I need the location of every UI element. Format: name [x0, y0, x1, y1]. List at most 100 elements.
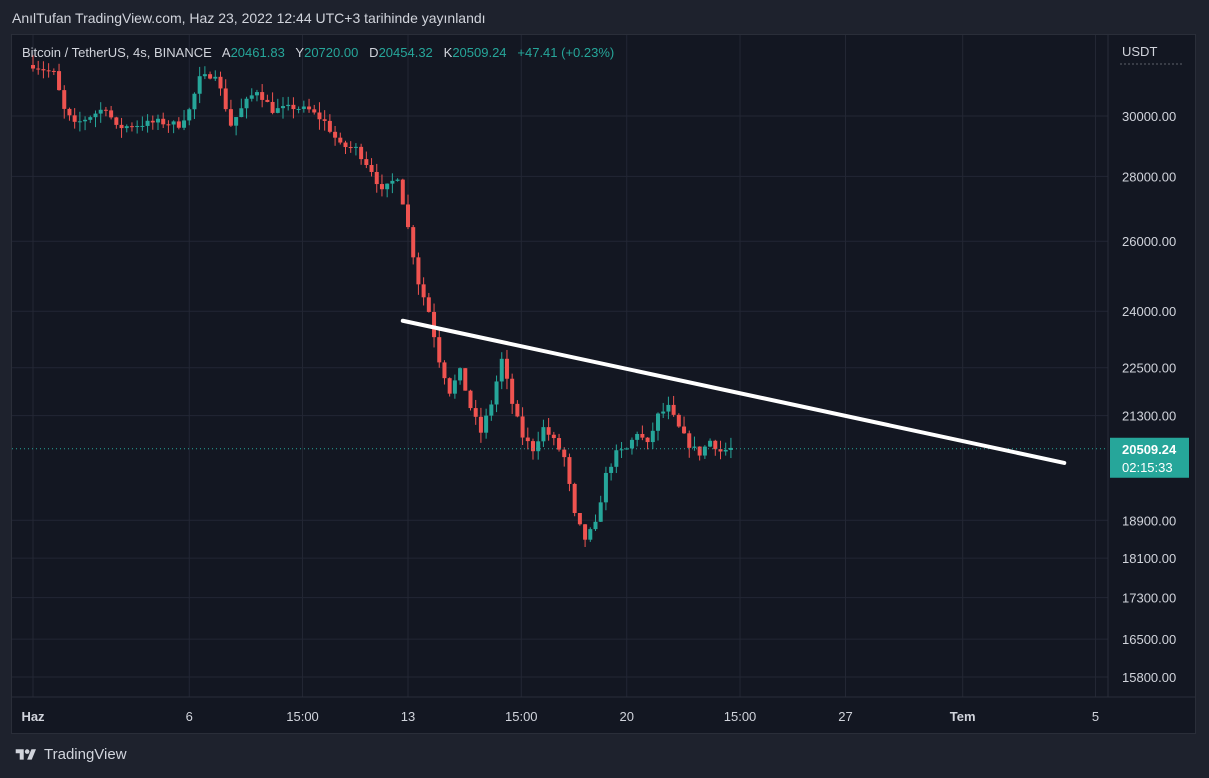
- candle-body: [109, 110, 114, 118]
- candle-body: [395, 179, 400, 181]
- candle-body: [645, 437, 650, 443]
- candle-body: [551, 434, 556, 439]
- candle-body: [400, 179, 405, 205]
- candle-body: [333, 131, 338, 138]
- time-tick-label: 6: [186, 709, 193, 724]
- price-tick-label: 24000.00: [1122, 304, 1176, 319]
- candle-body: [223, 88, 228, 110]
- candle-body: [687, 433, 692, 448]
- time-tick-label: 13: [401, 709, 415, 724]
- candle-body: [327, 120, 332, 132]
- candle-body: [572, 483, 577, 513]
- candle-body: [322, 119, 327, 121]
- candle-body: [468, 390, 473, 409]
- time-axis: Haz 6 15:00 13 15:00 20 15:00 27 Tem 5: [12, 696, 1195, 724]
- time-tick-label: 15:00: [505, 709, 538, 724]
- candle-body: [452, 380, 457, 394]
- candle-body: [291, 104, 296, 110]
- high-value: 20720.00: [304, 45, 359, 60]
- candle-body: [124, 126, 129, 129]
- candle-body: [603, 472, 608, 503]
- price-axis: 30000.00 28000.00 26000.00 24000.00 22500.00…: [1107, 35, 1189, 697]
- price-tick-label: 26000.00: [1122, 234, 1176, 249]
- candle-body: [129, 126, 134, 128]
- candle-body: [265, 99, 270, 102]
- candle-body: [406, 204, 410, 228]
- candle-body: [718, 449, 723, 452]
- candle-body: [161, 118, 166, 125]
- candle-body: [411, 227, 416, 258]
- candle-body: [531, 441, 535, 452]
- candle-body: [702, 446, 707, 456]
- candle-body: [640, 433, 645, 438]
- currency-label: USDT: [1122, 44, 1157, 59]
- candle-body: [369, 165, 374, 172]
- candle-body: [728, 447, 733, 450]
- candle-body: [588, 529, 593, 540]
- time-tick-label: 15:00: [286, 709, 319, 724]
- candle-body: [708, 440, 713, 447]
- time-tick-label: Haz: [21, 709, 45, 724]
- low-value: 20454.32: [378, 45, 433, 60]
- candle-body: [119, 124, 124, 129]
- time-tick-label: 20: [620, 709, 634, 724]
- candle-body: [338, 137, 343, 143]
- candle-body: [614, 450, 619, 467]
- grid-lines: [12, 35, 1108, 697]
- candle-body: [629, 439, 634, 449]
- last-price-label: 20509.24: [1122, 442, 1177, 457]
- candle-body: [135, 125, 140, 128]
- candle-body: [83, 119, 88, 122]
- candle-body: [697, 446, 702, 456]
- candle-body: [437, 337, 442, 363]
- candle-body: [202, 74, 207, 77]
- open-label: A: [221, 45, 231, 60]
- candle-body: [150, 120, 155, 123]
- price-tick-label: 15800.00: [1122, 670, 1176, 685]
- candle-body: [619, 449, 624, 451]
- published-line: AnılTufan TradingView.com, Haz 23, 2022 …: [12, 10, 486, 26]
- close-value: 20509.24: [452, 45, 507, 60]
- candle-body: [577, 512, 582, 525]
- price-tick-label: 18900.00: [1122, 513, 1176, 528]
- candle-body: [525, 437, 530, 442]
- chart-panel[interactable]: [11, 34, 1196, 734]
- candle-body: [249, 95, 254, 99]
- candle-body: [31, 65, 35, 69]
- candle-body: [192, 93, 197, 110]
- candle-body: [541, 427, 546, 442]
- candle-body: [598, 502, 603, 522]
- price-tick-label: 28000.00: [1122, 169, 1176, 184]
- candle-body: [442, 362, 447, 379]
- price-tick-label: 18100.00: [1122, 551, 1176, 566]
- candle-body: [41, 69, 46, 71]
- candle-body: [510, 378, 515, 404]
- candle-body: [520, 416, 525, 438]
- candle-body: [583, 524, 588, 540]
- candle-body: [390, 180, 395, 184]
- candle-body: [562, 449, 567, 458]
- candle-body: [260, 92, 265, 100]
- candle-body: [67, 108, 72, 116]
- candle-body: [213, 76, 218, 79]
- candle-body: [656, 413, 660, 431]
- candle-body: [312, 109, 317, 113]
- high-label: Y: [295, 45, 305, 60]
- candle-body: [208, 74, 213, 79]
- symbol-name[interactable]: Bitcoin / TetherUS, 4s, BINANCE: [22, 45, 212, 60]
- candle-body: [343, 142, 348, 148]
- candle-body: [62, 90, 67, 109]
- candle-body: [36, 68, 41, 70]
- candle-body: [46, 70, 51, 72]
- candle-body: [270, 101, 275, 113]
- candle-body: [723, 449, 728, 452]
- candle-body: [51, 70, 56, 72]
- candle-body: [624, 448, 629, 450]
- candle-body: [557, 438, 562, 450]
- candle-body: [103, 109, 108, 111]
- tradingview-brand[interactable]: TradingView: [14, 746, 127, 763]
- candle-body: [504, 358, 509, 379]
- trendline[interactable]: [400, 318, 1067, 465]
- symbol-legend: Bitcoin / TetherUS, 4s, BINANCE A20461.8…: [22, 45, 614, 60]
